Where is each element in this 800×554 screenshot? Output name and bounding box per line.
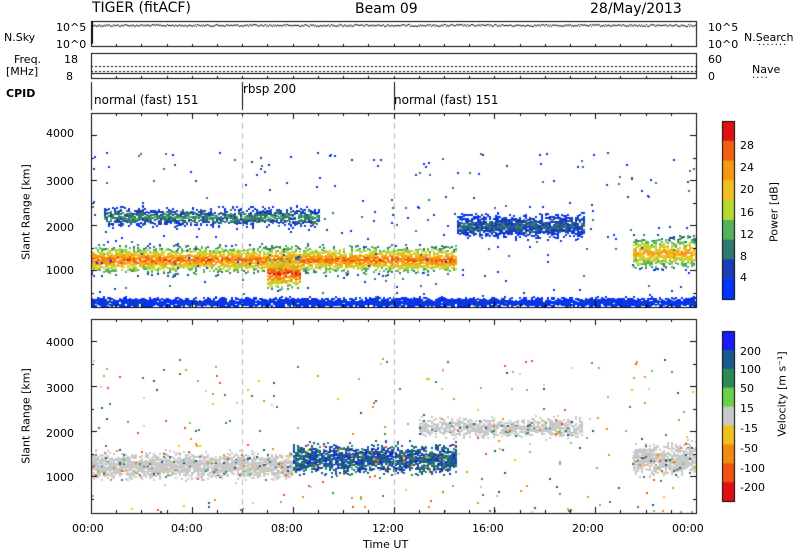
- vel-cb-m50: -50: [740, 442, 758, 455]
- power-cb-28: 28: [740, 139, 754, 152]
- beam-title: Beam 09: [355, 1, 418, 17]
- date-title: 28/May/2013: [590, 1, 682, 17]
- cpid-mode-3: normal (fast) 151: [394, 93, 499, 107]
- power-cb-16: 16: [740, 206, 754, 219]
- xtick-4: 16:00: [472, 522, 504, 535]
- power-ytick-4000: 4000: [46, 127, 74, 140]
- nsky-tick-top: 10^5: [56, 21, 87, 34]
- station-title: TIGER (fitACF): [92, 0, 191, 16]
- xaxis-label: Time UT: [363, 538, 409, 551]
- power-ytick-1000: 1000: [46, 264, 74, 277]
- vel-cb-100: 100: [740, 363, 761, 376]
- vel-ylabel: Slant Range [km]: [19, 368, 33, 464]
- power-ytick-2000: 2000: [46, 221, 74, 234]
- power-cb-title: Power [dB]: [767, 182, 781, 242]
- vel-ytick-1000: 1000: [46, 471, 74, 484]
- xtick-2: 08:00: [271, 522, 303, 535]
- power-cb-4: 4: [740, 271, 747, 284]
- freq-label: Freq.: [14, 53, 42, 66]
- vel-cb-title: Velocity [m s⁻¹]: [775, 351, 789, 437]
- vel-ytick-4000: 4000: [46, 336, 74, 349]
- nsky-tick-bottom: 10^0: [56, 38, 87, 51]
- xtick-6: 00:00: [672, 522, 704, 535]
- nsearch-legend-dots: ·······: [758, 40, 788, 51]
- cpid-label: CPID: [6, 87, 36, 100]
- vel-ytick-2000: 2000: [46, 427, 74, 440]
- xtick-5: 20:00: [572, 522, 604, 535]
- vel-cb-m15: -15: [740, 422, 758, 435]
- xtick-1: 04:00: [171, 522, 203, 535]
- xtick-0: 00:00: [72, 522, 104, 535]
- vel-cb-200: 200: [740, 345, 761, 358]
- nsearch-tick-top: 10^5: [708, 21, 739, 34]
- nave-tick-bottom: 0: [708, 70, 715, 83]
- nsearch-tick-bottom: 10^0: [708, 38, 739, 51]
- freq-unit: [MHz]: [6, 65, 39, 78]
- vel-cb-m100: -100: [740, 462, 765, 475]
- cpid-mode-2: rbsp 200: [243, 82, 297, 96]
- nave-label: Nave: [752, 63, 781, 76]
- freq-tick-bottom: 8: [66, 70, 73, 83]
- vel-ytick-3000: 3000: [46, 382, 74, 395]
- xtick-3: 12:00: [372, 522, 404, 535]
- vel-cb-15: 15: [740, 402, 754, 415]
- nsky-label: N.Sky: [4, 31, 36, 44]
- cpid-mode-1: normal (fast) 151: [94, 93, 199, 107]
- nsearch-label: N.Search: [744, 31, 794, 44]
- power-cb-8: 8: [740, 250, 747, 263]
- power-ytick-3000: 3000: [46, 175, 74, 188]
- power-cb-20: 20: [740, 183, 754, 196]
- power-cb-24: 24: [740, 161, 754, 174]
- nave-legend-dots: ····: [752, 73, 769, 84]
- vel-cb-m200: -200: [740, 481, 765, 494]
- freq-tick-top: 18: [64, 53, 78, 66]
- vel-cb-50: 50: [740, 382, 754, 395]
- nave-tick-top: 60: [708, 53, 722, 66]
- power-cb-12: 12: [740, 228, 754, 241]
- power-ylabel: Slant Range [km]: [19, 164, 33, 260]
